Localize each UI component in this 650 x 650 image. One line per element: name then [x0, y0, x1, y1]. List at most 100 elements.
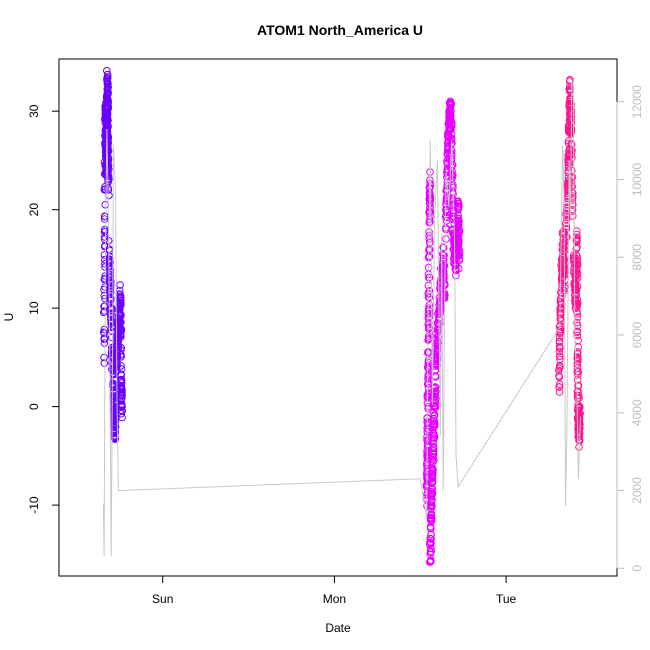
- data-point: [442, 235, 450, 243]
- data-point: [427, 511, 435, 519]
- data-point: [106, 279, 115, 288]
- data-point: [429, 443, 438, 451]
- y-tick-label-left: 20: [27, 203, 41, 217]
- data-point: [425, 309, 434, 318]
- data-point: [434, 338, 443, 347]
- data-point: [451, 265, 460, 273]
- data-point: [555, 373, 564, 382]
- data-point: [103, 77, 112, 86]
- data-point: [425, 324, 434, 332]
- data-point: [100, 339, 109, 347]
- y-tick-label-left: 0: [27, 403, 41, 410]
- data-point: [100, 235, 109, 243]
- data-point: [568, 154, 576, 162]
- data-point: [556, 355, 564, 364]
- data-point: [445, 127, 453, 135]
- data-point: [425, 313, 434, 322]
- data-point: [118, 391, 126, 400]
- data-point: [116, 294, 125, 303]
- y-axis-left: -10 0 10 20 30: [27, 104, 60, 514]
- data-point: [439, 243, 447, 252]
- data-point: [106, 258, 115, 267]
- chart-title: ATOM1 North_America U: [257, 22, 423, 38]
- data-point: [446, 97, 455, 106]
- data-point: [558, 265, 566, 273]
- data-point: [427, 535, 435, 543]
- data-point: [430, 411, 439, 419]
- data-point: [568, 166, 576, 175]
- data-point: [439, 255, 448, 263]
- data-point: [573, 261, 581, 270]
- data-point: [103, 97, 112, 106]
- data-point: [103, 114, 112, 122]
- y-tick-label-left: -10: [27, 496, 41, 514]
- data-point: [117, 397, 125, 405]
- data-point: [430, 456, 438, 465]
- data-point: [448, 182, 456, 190]
- data-point: [104, 116, 112, 125]
- data-point: [100, 325, 109, 334]
- data-point: [115, 314, 123, 322]
- y-tick-label-right: 12000: [630, 85, 644, 119]
- data-point: [447, 111, 455, 120]
- data-point: [555, 352, 564, 361]
- data-point: [564, 166, 573, 175]
- x-tick-label: Mon: [323, 592, 346, 606]
- data-point: [425, 304, 433, 312]
- data-point: [431, 403, 440, 412]
- data-point: [443, 195, 451, 203]
- data-point: [118, 402, 126, 411]
- data-point: [426, 208, 435, 216]
- data-point: [107, 313, 115, 322]
- data-point: [454, 197, 462, 205]
- data-point: [562, 233, 571, 241]
- data-point: [556, 363, 564, 371]
- data-point: [427, 544, 435, 553]
- data-point: [106, 284, 115, 293]
- data-point: [100, 353, 108, 362]
- data-point: [555, 388, 564, 396]
- data-point: [454, 200, 463, 208]
- data-point: [571, 281, 580, 289]
- data-point: [574, 412, 583, 421]
- data-point: [100, 359, 109, 367]
- data-point: [425, 301, 434, 309]
- data-point: [446, 108, 455, 116]
- data-point: [106, 272, 115, 281]
- data-point: [555, 383, 563, 391]
- data-point: [440, 251, 448, 260]
- data-point: [574, 371, 582, 379]
- y-axis-label: U: [2, 313, 16, 322]
- data-point: [573, 353, 582, 362]
- x-tick-label: Tue: [496, 592, 517, 606]
- data-point: [106, 277, 115, 286]
- data-point: [455, 239, 463, 247]
- data-point: [575, 432, 583, 441]
- data-point: [559, 240, 568, 249]
- y-tick-label-left: 10: [27, 301, 41, 315]
- data-point: [106, 288, 115, 297]
- data-point: [573, 331, 582, 340]
- data-point: [556, 314, 565, 322]
- data-point: [562, 225, 571, 234]
- data-point: [103, 80, 112, 89]
- data-point: [103, 102, 112, 111]
- y-tick-label-left: 30: [27, 104, 41, 118]
- data-point: [453, 235, 461, 243]
- data-point: [425, 287, 434, 295]
- data-point: [575, 394, 583, 402]
- data-point: [426, 550, 435, 559]
- data-point: [117, 379, 126, 387]
- data-point: [430, 422, 438, 431]
- data-point: [100, 215, 109, 223]
- data-point: [106, 269, 115, 277]
- y-axis-right: 0 2000 4000 6000 8000 10000 12000: [616, 85, 644, 572]
- data-point: [568, 146, 576, 155]
- data-point: [436, 319, 444, 328]
- data-point: [426, 218, 434, 226]
- data-point: [434, 332, 443, 341]
- data-point: [101, 107, 110, 115]
- data-point: [429, 458, 437, 466]
